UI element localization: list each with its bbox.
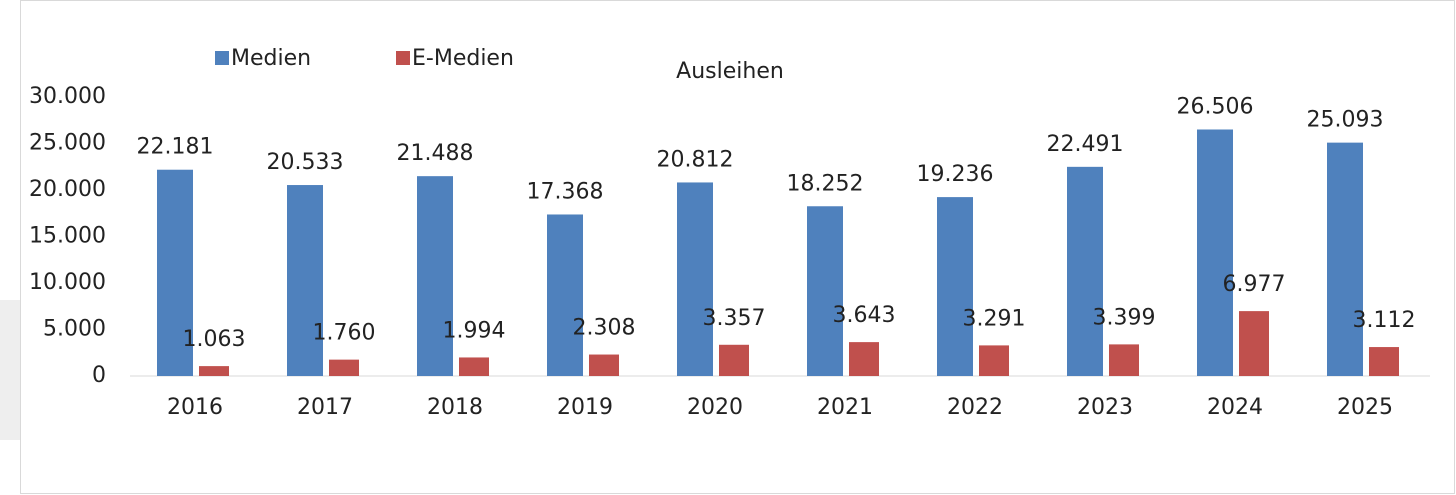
data-label: 3.643 [833, 303, 896, 328]
x-tick-label: 2023 [1077, 395, 1133, 420]
y-tick-label: 5.000 [43, 317, 106, 342]
data-label: 3.399 [1093, 305, 1156, 330]
chart-frame [20, 0, 1455, 494]
data-label: 1.994 [443, 318, 506, 343]
data-label: 26.506 [1177, 94, 1254, 119]
legend-label: E-Medien [412, 46, 514, 71]
data-label: 1.063 [183, 327, 246, 352]
bar [589, 354, 619, 376]
data-label: 22.181 [137, 135, 214, 160]
bar [1369, 347, 1399, 376]
data-label: 20.812 [657, 147, 734, 172]
bar [807, 206, 843, 376]
data-label: 20.533 [267, 150, 344, 175]
data-label: 17.368 [527, 179, 604, 204]
bar [547, 214, 583, 376]
data-label: 3.291 [963, 306, 1026, 331]
data-label: 6.977 [1223, 272, 1286, 297]
bar [287, 185, 323, 376]
data-label: 22.491 [1047, 132, 1124, 157]
data-label: 25.093 [1307, 108, 1384, 133]
x-tick-label: 2017 [297, 395, 353, 420]
data-label: 1.760 [313, 321, 376, 346]
x-tick-label: 2016 [167, 395, 223, 420]
bar [677, 182, 713, 376]
bar [1239, 311, 1269, 376]
data-label: 2.308 [573, 316, 636, 341]
x-tick-label: 2022 [947, 395, 1003, 420]
x-tick-label: 2020 [687, 395, 743, 420]
bar [417, 176, 453, 376]
data-label: 18.252 [787, 171, 864, 196]
data-label: 3.112 [1353, 308, 1416, 333]
y-tick-label: 30.000 [29, 84, 106, 109]
data-label: 19.236 [917, 162, 994, 187]
y-tick-label: 0 [92, 363, 106, 388]
y-tick-label: 20.000 [29, 177, 106, 202]
bar [1109, 344, 1139, 376]
x-tick-label: 2019 [557, 395, 613, 420]
bar [459, 357, 489, 376]
x-tick-label: 2025 [1337, 395, 1393, 420]
bar [157, 169, 193, 376]
legend-swatch [215, 51, 229, 65]
bar [1197, 129, 1233, 376]
bar [719, 344, 749, 376]
bar [199, 366, 229, 376]
y-tick-label: 10.000 [29, 270, 106, 295]
side-strip [0, 300, 20, 440]
legend-swatch [396, 51, 410, 65]
bar [329, 359, 359, 376]
bar [1327, 142, 1363, 376]
bar [1067, 166, 1103, 376]
bar [849, 342, 879, 376]
bar [937, 197, 973, 376]
bar [979, 345, 1009, 376]
legend-label: Medien [231, 46, 311, 71]
y-tick-label: 15.000 [29, 224, 106, 249]
data-label: 3.357 [703, 306, 766, 331]
x-tick-label: 2024 [1207, 395, 1263, 420]
data-label: 21.488 [397, 141, 474, 166]
chart-title: Ausleihen [676, 59, 784, 84]
x-tick-label: 2021 [817, 395, 873, 420]
y-tick-label: 25.000 [29, 131, 106, 156]
x-tick-label: 2018 [427, 395, 483, 420]
